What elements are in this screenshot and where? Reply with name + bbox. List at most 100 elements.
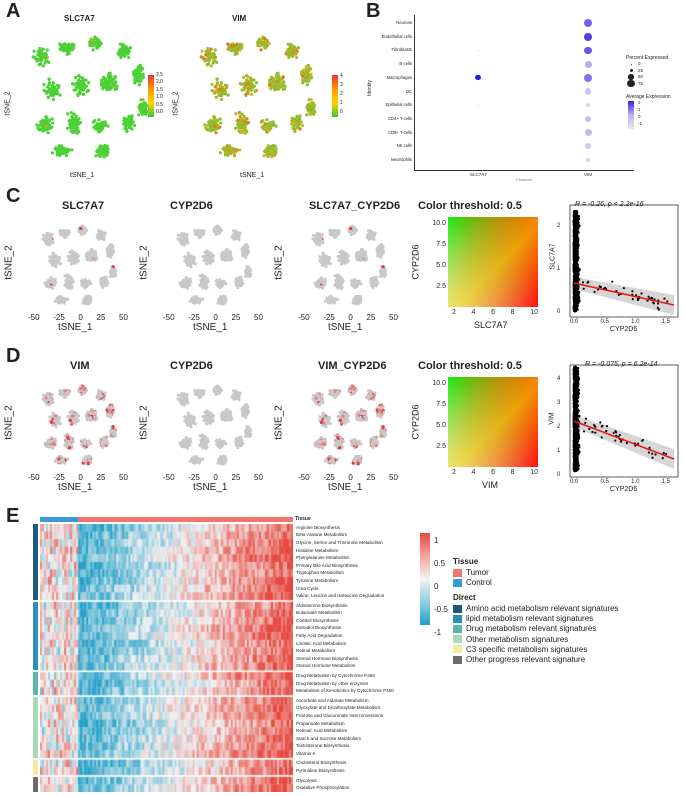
cell-point (66, 149, 70, 154)
cell-point (350, 278, 355, 282)
cell-point (51, 251, 55, 255)
cell-point (88, 40, 92, 45)
cell-point (322, 281, 326, 285)
cell-point (66, 112, 70, 116)
cell-point (183, 255, 187, 259)
cell-point (45, 284, 49, 288)
cell-point (186, 251, 190, 255)
cell-point (234, 149, 238, 154)
panel-c-tsne-3 (311, 224, 388, 306)
cell-point (200, 49, 204, 53)
cell-point (54, 264, 58, 269)
cell-point (296, 46, 300, 50)
cell-point (321, 263, 325, 267)
cell-point (290, 49, 294, 53)
dotplot-dot (584, 88, 592, 95)
cell-point (204, 261, 209, 265)
cell-point (127, 49, 131, 53)
cell-point (66, 297, 70, 301)
cell-point (312, 105, 316, 110)
cell-point (189, 254, 193, 258)
cell-point (137, 113, 141, 117)
dotplot-dot (585, 143, 591, 150)
cell-point (363, 255, 367, 259)
cell-point (95, 43, 99, 47)
cell-point (102, 152, 106, 156)
cell-point (79, 226, 83, 231)
panel-c-threshold-grid (448, 217, 538, 307)
cell-point (72, 112, 76, 116)
tick: -25 (53, 313, 65, 322)
legend-tick: 1.0 (156, 94, 163, 101)
cell-point (56, 259, 60, 263)
cell-point (44, 239, 48, 243)
cell-point (105, 83, 110, 87)
cell-point (39, 59, 43, 63)
cell-point (206, 254, 210, 258)
cell-point (212, 114, 216, 119)
legend-tick: 1 (638, 107, 641, 112)
cell-point (100, 81, 104, 85)
cell-point (194, 232, 199, 237)
cell-point (63, 234, 67, 238)
cell-point (234, 112, 238, 116)
cell-point (300, 123, 305, 128)
cell-point (295, 118, 299, 122)
cell-point (99, 78, 104, 82)
cell-point (337, 285, 342, 290)
cell-point (41, 233, 46, 237)
cell-point (256, 40, 260, 45)
cell-point (268, 83, 272, 87)
cell-point (293, 129, 297, 134)
cell-point (94, 154, 98, 158)
cell-point (354, 298, 358, 302)
cell-point (72, 82, 76, 86)
cell-point (55, 83, 60, 87)
tick: 50 (389, 313, 398, 322)
cell-point (89, 258, 93, 262)
cell-point (307, 65, 311, 69)
cell-point (36, 53, 40, 57)
cell-point (264, 150, 268, 154)
legend-dot (629, 69, 633, 72)
cell-point (205, 127, 209, 132)
cell-point (283, 84, 287, 88)
cell-point (381, 272, 385, 276)
cell-point (272, 149, 277, 153)
tick: 4 (471, 309, 476, 316)
cell-point (340, 285, 344, 290)
panel-c-ylabel-2: tSNE_2 (138, 245, 150, 280)
cell-point (269, 87, 273, 91)
cell-point (144, 103, 148, 107)
cell-point (56, 148, 60, 152)
cell-point (93, 118, 97, 123)
cell-point (110, 269, 114, 273)
cell-point (95, 46, 100, 50)
dotplot-row-label: Neutrophils (390, 157, 412, 162)
cell-point (268, 121, 272, 125)
cell-point (215, 77, 219, 81)
cell-point (194, 299, 198, 303)
panel-c-xticks-2: -50 -25 0 25 50 (163, 313, 263, 322)
cell-point (324, 254, 328, 258)
cell-point (210, 121, 215, 125)
cell-point (38, 62, 43, 66)
cell-point (258, 39, 262, 43)
cell-point (277, 78, 281, 83)
cell-point (355, 280, 359, 284)
cell-point (67, 283, 71, 287)
cell-point (299, 120, 303, 124)
cell-point (34, 57, 38, 61)
tick: 10.0 (432, 220, 446, 227)
cell-point (41, 47, 45, 51)
cell-point (242, 248, 247, 252)
dotplot-dot (584, 60, 592, 68)
cell-point (44, 56, 48, 60)
dotplot-dot (583, 18, 593, 28)
cell-point (100, 280, 104, 284)
cell-point (219, 298, 223, 302)
cell-point (242, 75, 246, 80)
cell-point (81, 78, 85, 82)
cell-point (119, 52, 124, 56)
cell-point (333, 274, 337, 278)
